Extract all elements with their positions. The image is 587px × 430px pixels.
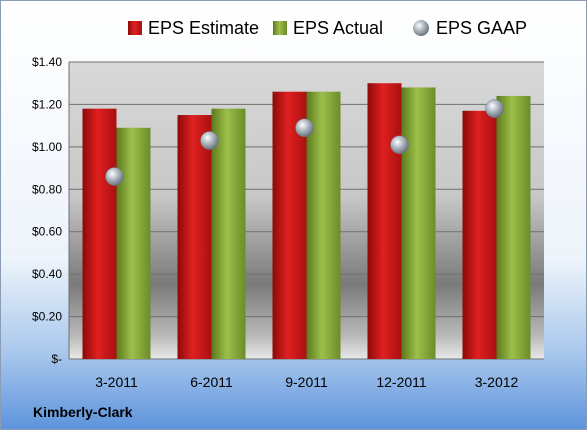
bar-eps-actual: [211, 108, 246, 360]
y-tick-label: $1.40: [32, 55, 62, 69]
y-tick-label: $1.20: [32, 97, 62, 111]
y-tick-label: $0.80: [32, 182, 62, 196]
x-tick-label: 12-2011: [376, 374, 427, 390]
y-tick-label: $0.20: [32, 310, 62, 324]
x-tick-label: 9-2011: [285, 374, 328, 390]
legend-swatch-estimate: [128, 21, 142, 35]
bar-eps-estimate: [177, 115, 212, 360]
gaap-points: [105, 99, 504, 186]
y-tick-label: $0.40: [32, 267, 62, 281]
point-eps-gaap: [485, 99, 504, 118]
point-eps-gaap: [105, 167, 124, 186]
legend-item-gaap: EPS GAAP: [413, 18, 527, 38]
bar-eps-actual: [496, 95, 531, 359]
legend-item-estimate: EPS Estimate: [128, 18, 259, 38]
legend-label-estimate: EPS Estimate: [148, 18, 259, 38]
bar-eps-actual: [116, 127, 151, 359]
y-axis-ticks: $- $0.20 $0.40 $0.60 $0.80 $1.00 $1.20 $1.40: [32, 55, 62, 366]
point-eps-gaap: [295, 118, 314, 138]
point-eps-gaap: [200, 131, 219, 150]
legend: EPS Estimate EPS Actual EPS GAAP: [128, 18, 527, 38]
y-tick-label: $0.60: [32, 225, 62, 239]
point-eps-gaap: [390, 135, 409, 154]
legend-label-actual: EPS Actual: [293, 18, 383, 38]
y-tick-label: $1.00: [32, 140, 62, 154]
legend-swatch-actual: [273, 21, 287, 35]
x-tick-label: 6-2011: [190, 374, 233, 390]
x-tick-label: 3-2012: [475, 374, 519, 390]
bars: [82, 83, 531, 360]
legend-label-gaap: EPS GAAP: [436, 18, 527, 38]
legend-swatch-gaap: [413, 20, 429, 36]
x-axis-labels: 3-2011 6-2011 9-2011 12-2011 3-2012: [95, 374, 518, 390]
legend-item-actual: EPS Actual: [273, 18, 383, 38]
bar-eps-estimate: [367, 83, 402, 359]
bar-eps-actual: [401, 87, 436, 359]
x-tick-label: 3-2011: [95, 374, 138, 390]
bar-eps-estimate: [462, 110, 497, 360]
company-name: Kimberly-Clark: [33, 404, 133, 420]
y-tick-label: $-: [51, 352, 62, 366]
bar-eps-actual: [306, 91, 341, 359]
bar-eps-estimate: [82, 108, 117, 360]
